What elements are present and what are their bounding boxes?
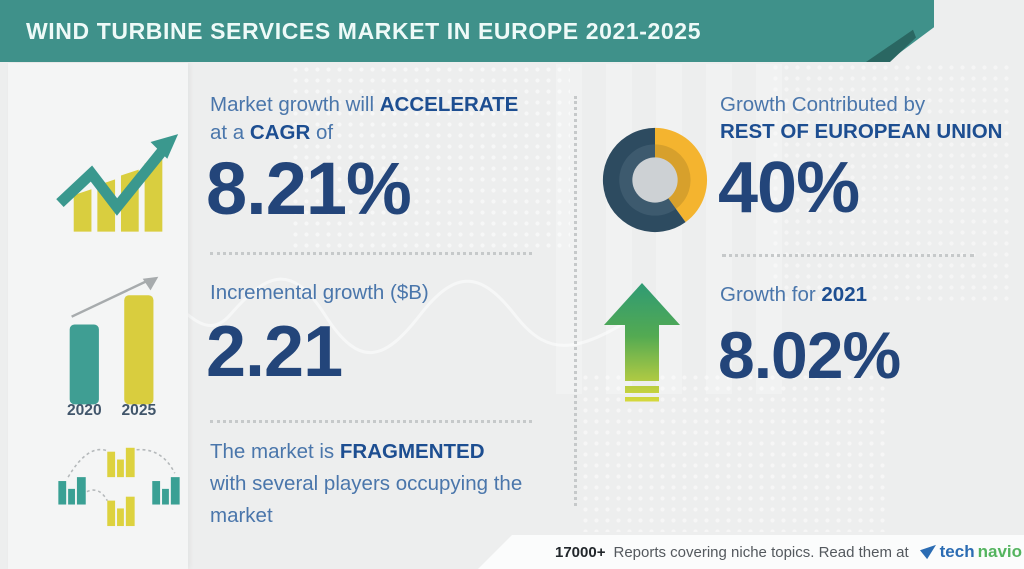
- market-structure-line2: with several players occupying the: [210, 472, 523, 495]
- separator-vertical: [574, 96, 577, 506]
- yoy-label-pre: Growth for: [720, 283, 822, 306]
- technavio-sail-icon: [919, 544, 936, 560]
- yoy-growth-value: 8.02%: [718, 318, 901, 392]
- fragmented-clusters-icon: [58, 447, 180, 527]
- cagr-term: CAGR: [249, 121, 311, 144]
- yoy-year: 2021: [821, 283, 867, 306]
- brand-text-navio: navio: [977, 542, 1023, 561]
- brand-text-tech: tech: [939, 542, 975, 561]
- report-count: 17000+: [555, 543, 606, 561]
- cagr-sub-pre: at a: [210, 121, 250, 144]
- footer-message: Reports covering niche topics. Read them…: [613, 543, 909, 561]
- incremental-growth-value: 2.21: [206, 312, 343, 392]
- year-comparison-bars-icon: 2020 2025: [67, 276, 159, 418]
- market-structure-line1: The market is FRAGMENTED: [210, 440, 485, 464]
- header-banner: WIND TURBINE SERVICES MARKET IN EUROPE 2…: [0, 0, 934, 62]
- cagr-sub-post: of: [310, 121, 334, 144]
- cagr-headline-line2: at a CAGR of: [210, 121, 333, 145]
- page-title: WIND TURBINE SERVICES MARKET IN EUROPE 2…: [26, 17, 702, 44]
- start-year-label: 2020: [67, 402, 102, 418]
- donut-chart-icon: [602, 127, 708, 233]
- structure-fragmented-text: FRAGMENTED: [339, 440, 485, 463]
- contribution-label-line1: Growth Contributed by: [720, 93, 926, 116]
- growth-trend-icon: [56, 134, 179, 232]
- structure-pre: The market is: [210, 440, 340, 463]
- incremental-growth-label: Incremental growth ($B): [210, 281, 429, 304]
- technavio-logo[interactable]: tech navio: [919, 542, 1022, 562]
- market-structure-line3: market: [210, 504, 273, 527]
- yoy-growth-label: Growth for 2021: [720, 283, 867, 307]
- cagr-intro-text: Market growth will: [210, 93, 380, 116]
- separator-right-1: [722, 254, 974, 257]
- arrow-up-icon: [604, 283, 680, 402]
- footer-bar: 17000+ Reports covering niche topics. Re…: [478, 535, 1024, 569]
- cagr-accelerate-text: ACCELERATE: [379, 93, 519, 116]
- contribution-label-line2: REST OF EUROPEAN UNION: [720, 120, 1003, 143]
- separator-middle-1: [210, 252, 532, 255]
- cagr-value: 8.21%: [206, 147, 412, 230]
- separator-middle-2: [210, 420, 532, 423]
- contribution-value: 40%: [718, 148, 860, 228]
- end-year-label: 2025: [122, 402, 157, 418]
- cagr-headline-line1: Market growth will ACCELERATE: [210, 93, 518, 117]
